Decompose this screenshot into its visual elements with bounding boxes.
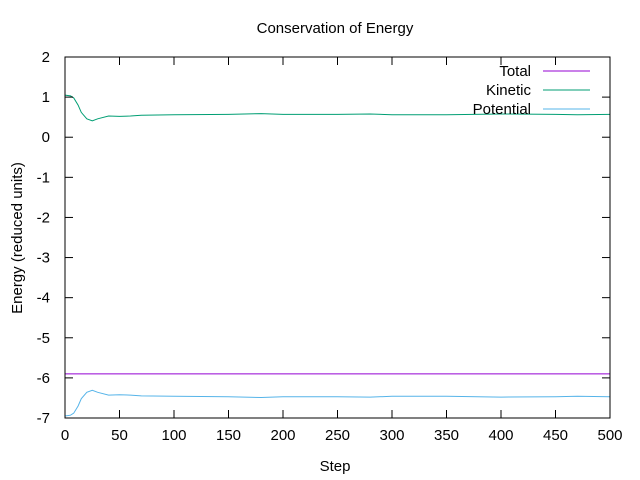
x-tick-label: 500 (597, 427, 622, 444)
x-tick-label: 350 (434, 427, 459, 444)
legend-label-kinetic: Kinetic (486, 82, 532, 99)
y-tick-label: -7 (37, 410, 50, 427)
x-tick-label: 300 (379, 427, 404, 444)
y-tick-label: -3 (37, 250, 50, 267)
x-tick-label: 200 (270, 427, 295, 444)
x-tick-label: 0 (61, 427, 69, 444)
legend-label-total: Total (499, 63, 531, 80)
x-tick-label: 450 (543, 427, 568, 444)
x-tick-label: 150 (216, 427, 241, 444)
y-tick-label: -4 (37, 290, 50, 307)
y-tick-label: 2 (42, 49, 50, 66)
chart-title: Conservation of Energy (257, 20, 414, 37)
legend-label-potential: Potential (473, 101, 531, 118)
series-line-kinetic (64, 94, 611, 122)
y-tick-label: -1 (37, 169, 50, 186)
y-tick-label: 0 (42, 129, 50, 146)
y-tick-label: 1 (42, 89, 50, 106)
tick-layer: 0 50 100 150 200 250 300 350 400 450 500 -7 -6 -5 -4 -3… (37, 49, 623, 444)
series-line-potential (64, 389, 611, 417)
legend: Total Kinetic Potential (473, 63, 590, 118)
plot-frame (64, 56, 611, 419)
x-axis-label: Step (320, 458, 351, 475)
y-tick-label: -2 (37, 209, 50, 226)
y-tick-label: -6 (37, 370, 50, 387)
y-axis-label: Energy (reduced units) (9, 162, 26, 314)
series-layer (64, 94, 611, 417)
x-tick-label: 50 (111, 427, 128, 444)
x-tick-label: 100 (161, 427, 186, 444)
x-tick-label: 250 (325, 427, 350, 444)
y-tick-label: -5 (37, 330, 50, 347)
x-tick-label: 400 (488, 427, 513, 444)
